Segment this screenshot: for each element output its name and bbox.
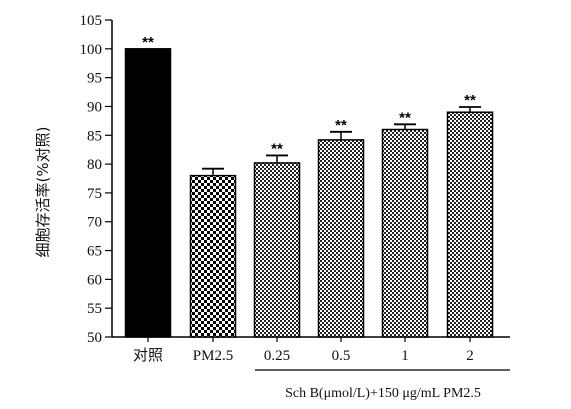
x-category-label-4: 1 bbox=[401, 348, 409, 364]
significance-marker-5: ** bbox=[464, 92, 476, 109]
bar-5 bbox=[446, 111, 494, 338]
significance-marker-3: ** bbox=[335, 117, 347, 134]
y-tick-label: 55 bbox=[87, 301, 102, 317]
x-axis-categories: 对照 PM2.5 0.25 0.5 1 2 bbox=[133, 337, 474, 364]
x-category-label-3: 0.5 bbox=[332, 348, 351, 364]
x-category-label-1: PM2.5 bbox=[193, 348, 233, 364]
y-tick-label: 75 bbox=[87, 186, 102, 202]
significance-markers: ** ** ** ** ** bbox=[142, 34, 476, 158]
x-category-label-0: 对照 bbox=[133, 347, 163, 364]
bars bbox=[124, 48, 494, 338]
error-bars bbox=[202, 106, 481, 176]
bar-0 bbox=[124, 48, 172, 338]
y-tick-label: 100 bbox=[80, 42, 103, 58]
x-category-label-5: 2 bbox=[466, 348, 474, 364]
y-tick-label: 80 bbox=[87, 157, 102, 173]
y-axis-ticks: 50 55 60 65 70 75 80 85 90 95 100 105 bbox=[80, 13, 112, 346]
y-tick-label: 60 bbox=[87, 272, 102, 288]
y-tick-label: 50 bbox=[87, 330, 102, 346]
bar-3 bbox=[317, 139, 365, 338]
significance-marker-4: ** bbox=[399, 109, 411, 126]
y-tick-label: 70 bbox=[87, 215, 102, 231]
bar-4 bbox=[381, 128, 429, 338]
y-tick-label: 105 bbox=[80, 13, 103, 29]
y-axis-label: 细胞存活率(%对照) bbox=[34, 127, 52, 258]
bar-2 bbox=[253, 162, 301, 338]
x-category-label-2: 0.25 bbox=[264, 348, 290, 364]
significance-marker-2: ** bbox=[271, 140, 283, 157]
y-tick-label: 90 bbox=[87, 99, 102, 115]
bar-1 bbox=[189, 174, 237, 338]
y-tick-label: 95 bbox=[87, 71, 102, 87]
y-tick-label: 85 bbox=[87, 128, 102, 144]
group-label: Sch B(μmol/L)+150 μg/mL PM2.5 bbox=[285, 386, 481, 401]
significance-marker-0: ** bbox=[142, 34, 154, 51]
y-tick-label: 65 bbox=[87, 244, 102, 260]
